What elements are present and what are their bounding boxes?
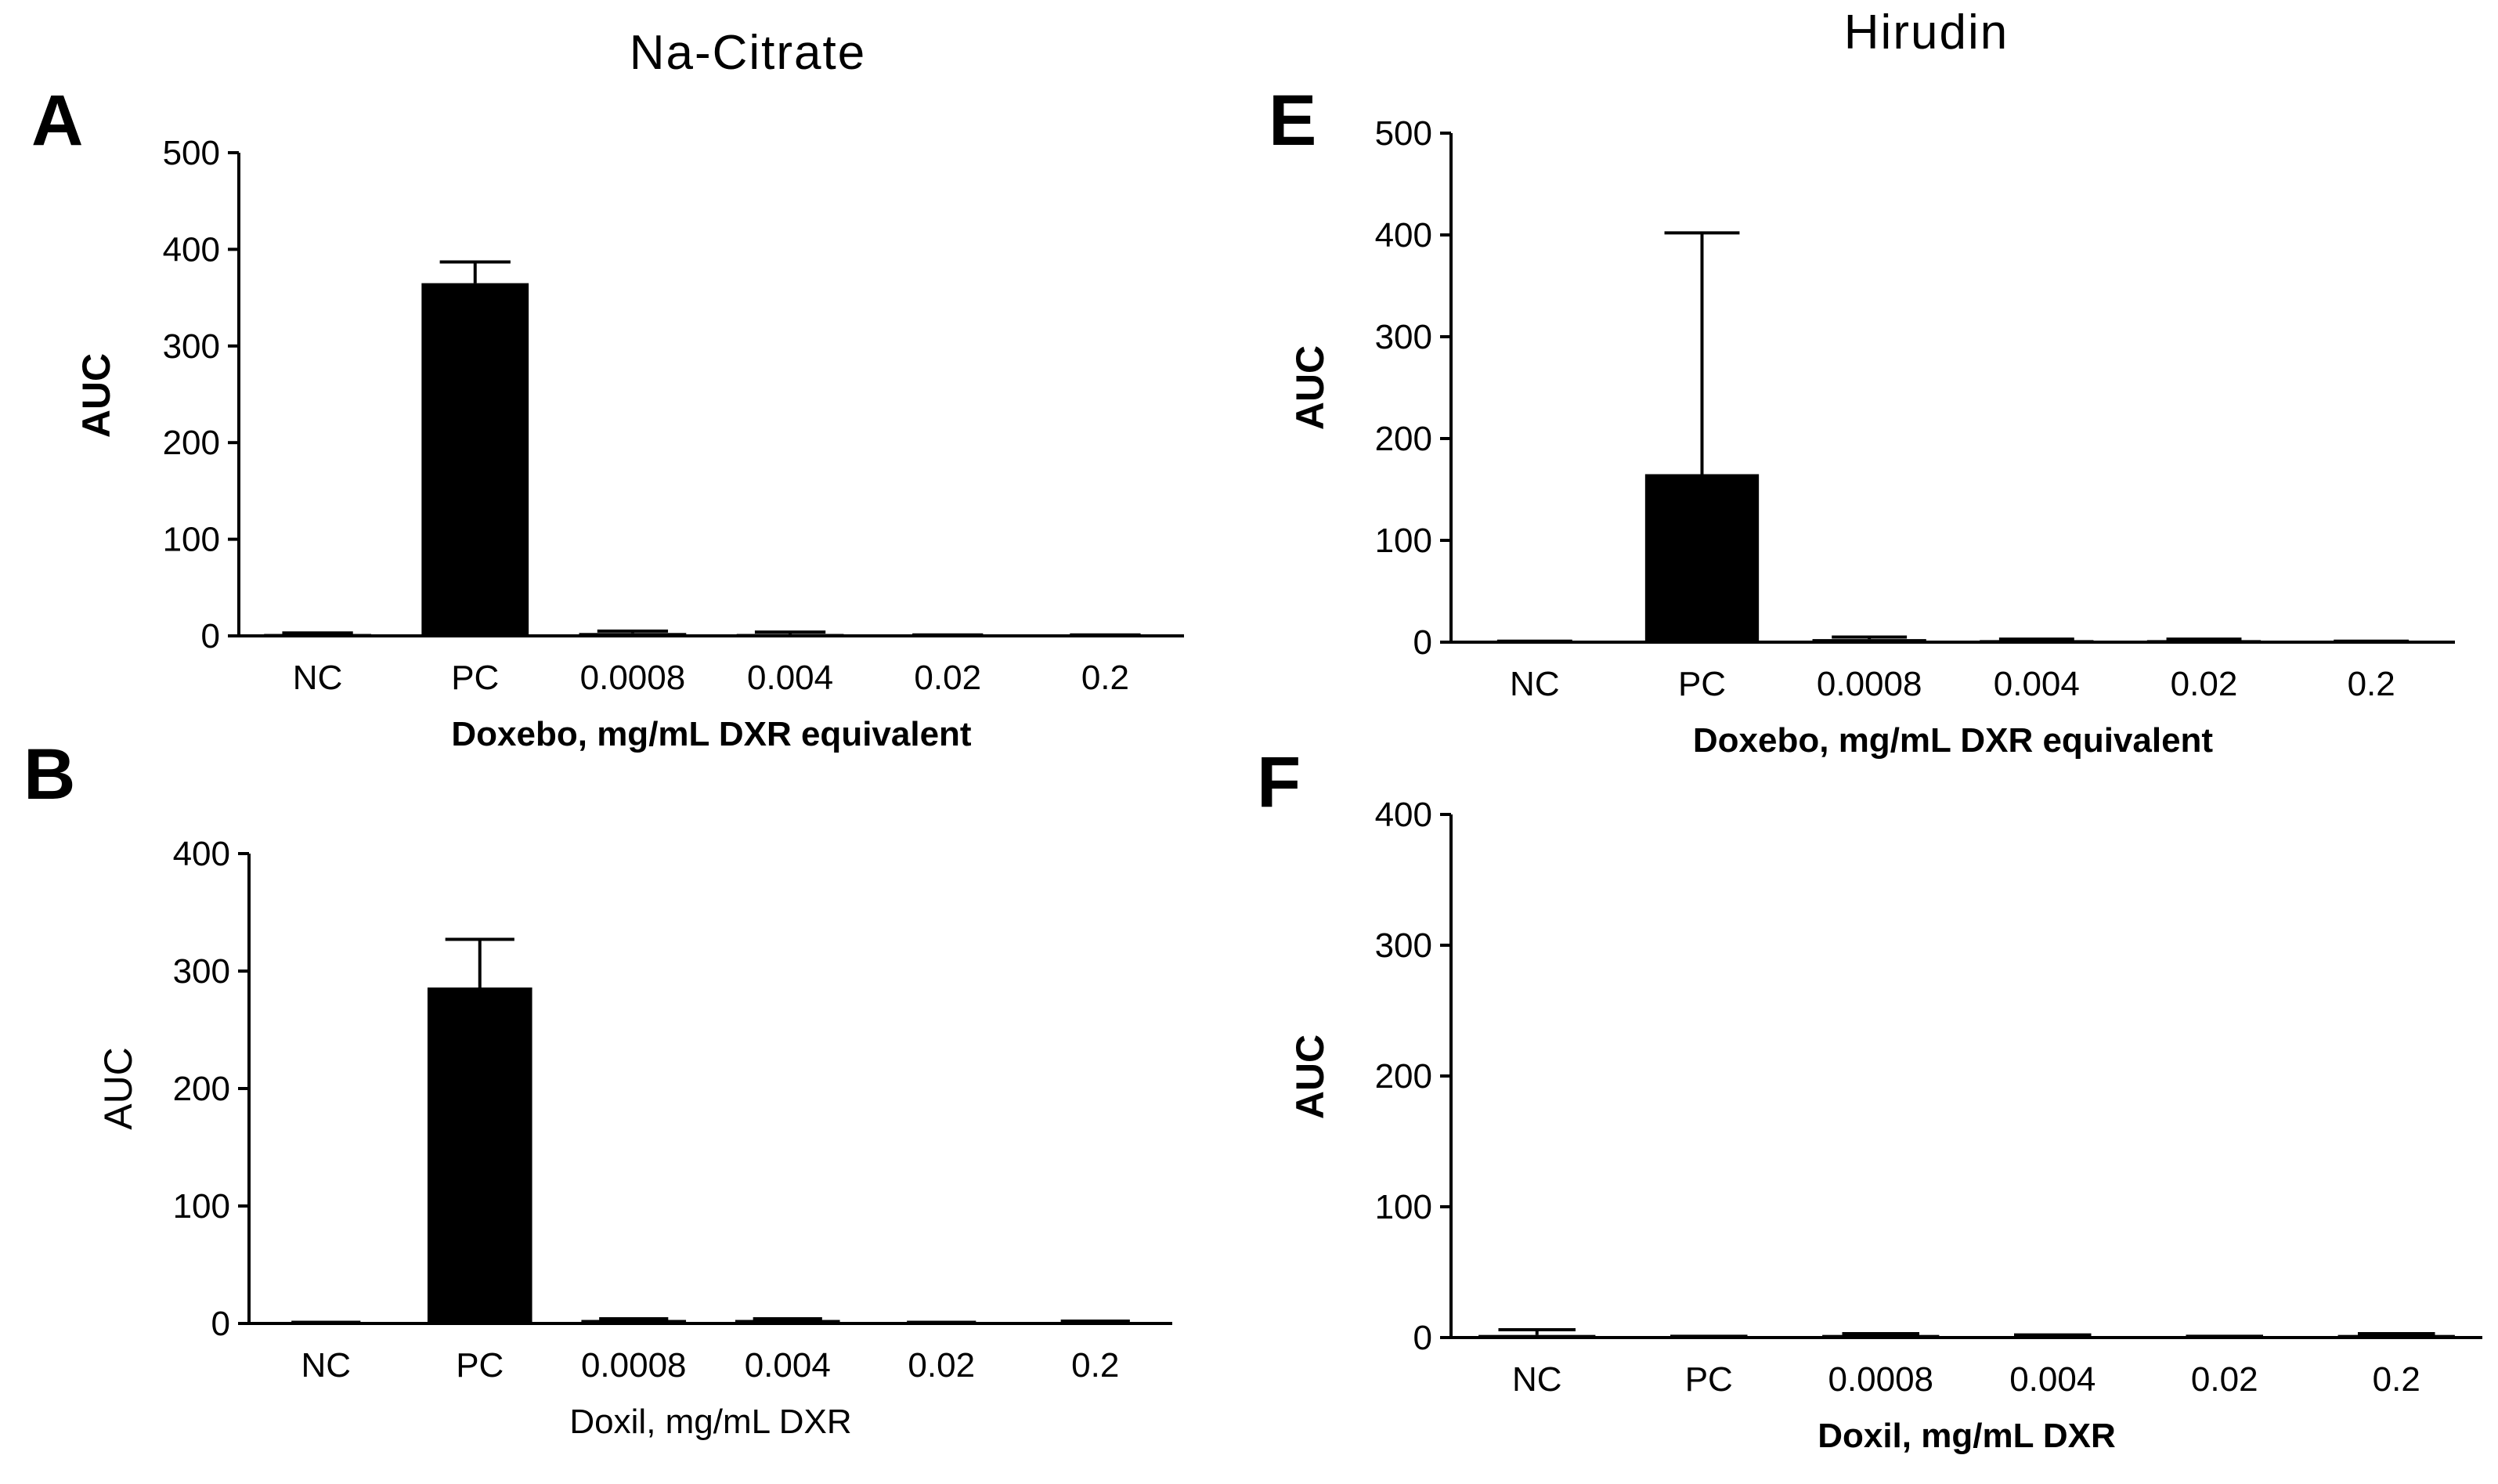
y-tick-label-b: 200 — [173, 1070, 230, 1108]
x-tick-label-b: 0.004 — [745, 1346, 831, 1385]
y-axis-title-e: AUC — [1288, 345, 1332, 430]
y-tick-label-b: 300 — [173, 952, 230, 991]
bar-f-1 — [1478, 1334, 1596, 1338]
bar-e-5 — [2146, 640, 2262, 642]
panel-b: B AUC 0 100 200 300 400 NC PC 0.0008 0.004 0.02 0.2 D… — [23, 735, 1172, 1441]
bar-f-4 — [1994, 1336, 2111, 1338]
y-tick-label-a: 300 — [163, 327, 220, 366]
x-tick-label-b: 0.2 — [1071, 1346, 1119, 1385]
bar-e-4 — [1980, 640, 2094, 642]
bar-b-6 — [1042, 1322, 1148, 1323]
y-tick-label-b: 400 — [173, 835, 230, 873]
y-tick-label-a: 400 — [163, 230, 220, 269]
panel-e: E AUC 0 100 200 300 400 500 NC PC 0.0008 0.004 0.02 0… — [1269, 81, 2455, 760]
x-tick-label-f: PC — [1685, 1360, 1733, 1399]
x-tick-label-f: 0.0008 — [1828, 1360, 1933, 1399]
y-tick-label-e: 0 — [1413, 623, 1432, 662]
x-tick-label-b: NC — [301, 1346, 351, 1385]
bar-a-4 — [736, 634, 844, 636]
x-tick-label-e: NC — [1510, 665, 1560, 703]
x-tick-label-a: PC — [451, 659, 499, 697]
x-tick-label-b: PC — [456, 1346, 504, 1385]
bar-a-2 — [421, 283, 529, 636]
panel-letter-f: F — [1257, 742, 1301, 822]
column-heading-left: Na-Citrate — [630, 26, 867, 80]
y-tick-label-e: 200 — [1375, 420, 1432, 458]
column-heading-right: Hirudin — [1844, 5, 2009, 60]
y-tick-label-e: 400 — [1375, 216, 1432, 255]
x-tick-label-a: 0.004 — [747, 659, 833, 697]
bar-e-2 — [1644, 474, 1760, 642]
y-tick-label-a: 500 — [163, 134, 220, 172]
panel-letter-a: A — [31, 81, 83, 161]
x-axis-title-b: Doxil, mg/mL DXR — [569, 1403, 851, 1441]
x-tick-label-a: 0.0008 — [580, 659, 686, 697]
y-tick-label-a: 0 — [201, 617, 220, 655]
y-tick-label-f: 0 — [1413, 1319, 1432, 1357]
panel-a: A AUC 0 100 200 300 400 500 NC PC 0.0008 0.004 0.02 0… — [31, 81, 1184, 753]
bar-b-2 — [427, 988, 532, 1323]
bar-b-4 — [735, 1320, 840, 1323]
x-tick-label-e: 0.02 — [2171, 665, 2238, 703]
x-tick-label-e: 0.0008 — [1817, 665, 1922, 703]
y-tick-label-e: 500 — [1375, 114, 1432, 153]
x-tick-label-f: 0.004 — [2009, 1360, 2096, 1399]
x-tick-label-f: 0.02 — [2191, 1360, 2258, 1399]
x-tick-label-e: 0.004 — [1994, 665, 2080, 703]
bar-a-3 — [579, 633, 687, 636]
x-tick-label-a: NC — [293, 659, 343, 697]
y-tick-label-e: 300 — [1375, 318, 1432, 356]
y-tick-label-b: 100 — [173, 1187, 230, 1226]
x-tick-label-a: 0.02 — [914, 659, 981, 697]
x-tick-label-e: 0.2 — [2348, 665, 2395, 703]
y-axis-title-b: AUC — [96, 1047, 140, 1130]
bar-a-1 — [264, 634, 371, 636]
y-tick-label-e: 100 — [1375, 522, 1432, 560]
x-tick-label-e: PC — [1678, 665, 1726, 703]
panel-letter-e: E — [1269, 81, 1316, 161]
x-axis-title-e: Doxebo, mg/mL DXR equivalent — [1693, 721, 2214, 760]
y-tick-label-a: 200 — [163, 424, 220, 462]
y-tick-label-f: 200 — [1375, 1057, 1432, 1096]
y-tick-label-a: 100 — [163, 521, 220, 559]
x-tick-label-a: 0.2 — [1081, 659, 1129, 697]
panel-letter-b: B — [23, 735, 75, 814]
bar-f-3 — [1822, 1334, 1940, 1338]
chart-panels: A AUC 0 100 200 300 400 500 NC PC 0.0008 0.004 0.02 0… — [23, 81, 2482, 1455]
x-tick-label-b: 0.0008 — [581, 1346, 687, 1385]
x-tick-label-f: 0.2 — [2373, 1360, 2420, 1399]
y-tick-label-f: 100 — [1375, 1188, 1432, 1226]
x-tick-label-b: 0.02 — [908, 1346, 975, 1385]
y-tick-label-b: 0 — [211, 1305, 230, 1343]
bar-e-3 — [1812, 639, 1926, 642]
bar-b-3 — [581, 1320, 687, 1323]
panel-f: F AUC 0 100 200 300 400 NC PC 0.0008 0.004 0.02 0.2 D… — [1257, 742, 2482, 1455]
y-tick-label-f: 300 — [1375, 926, 1432, 965]
x-tick-label-f: NC — [1512, 1360, 1562, 1399]
y-axis-title-a: AUC — [74, 353, 118, 438]
bar-f-6 — [2337, 1334, 2455, 1338]
x-axis-title-f: Doxil, mg/mL DXR — [1818, 1417, 2116, 1455]
y-axis-title-f: AUC — [1288, 1034, 1332, 1119]
y-tick-label-f: 400 — [1375, 796, 1432, 834]
x-axis-title-a: Doxebo, mg/mL DXR equivalent — [451, 715, 972, 753]
